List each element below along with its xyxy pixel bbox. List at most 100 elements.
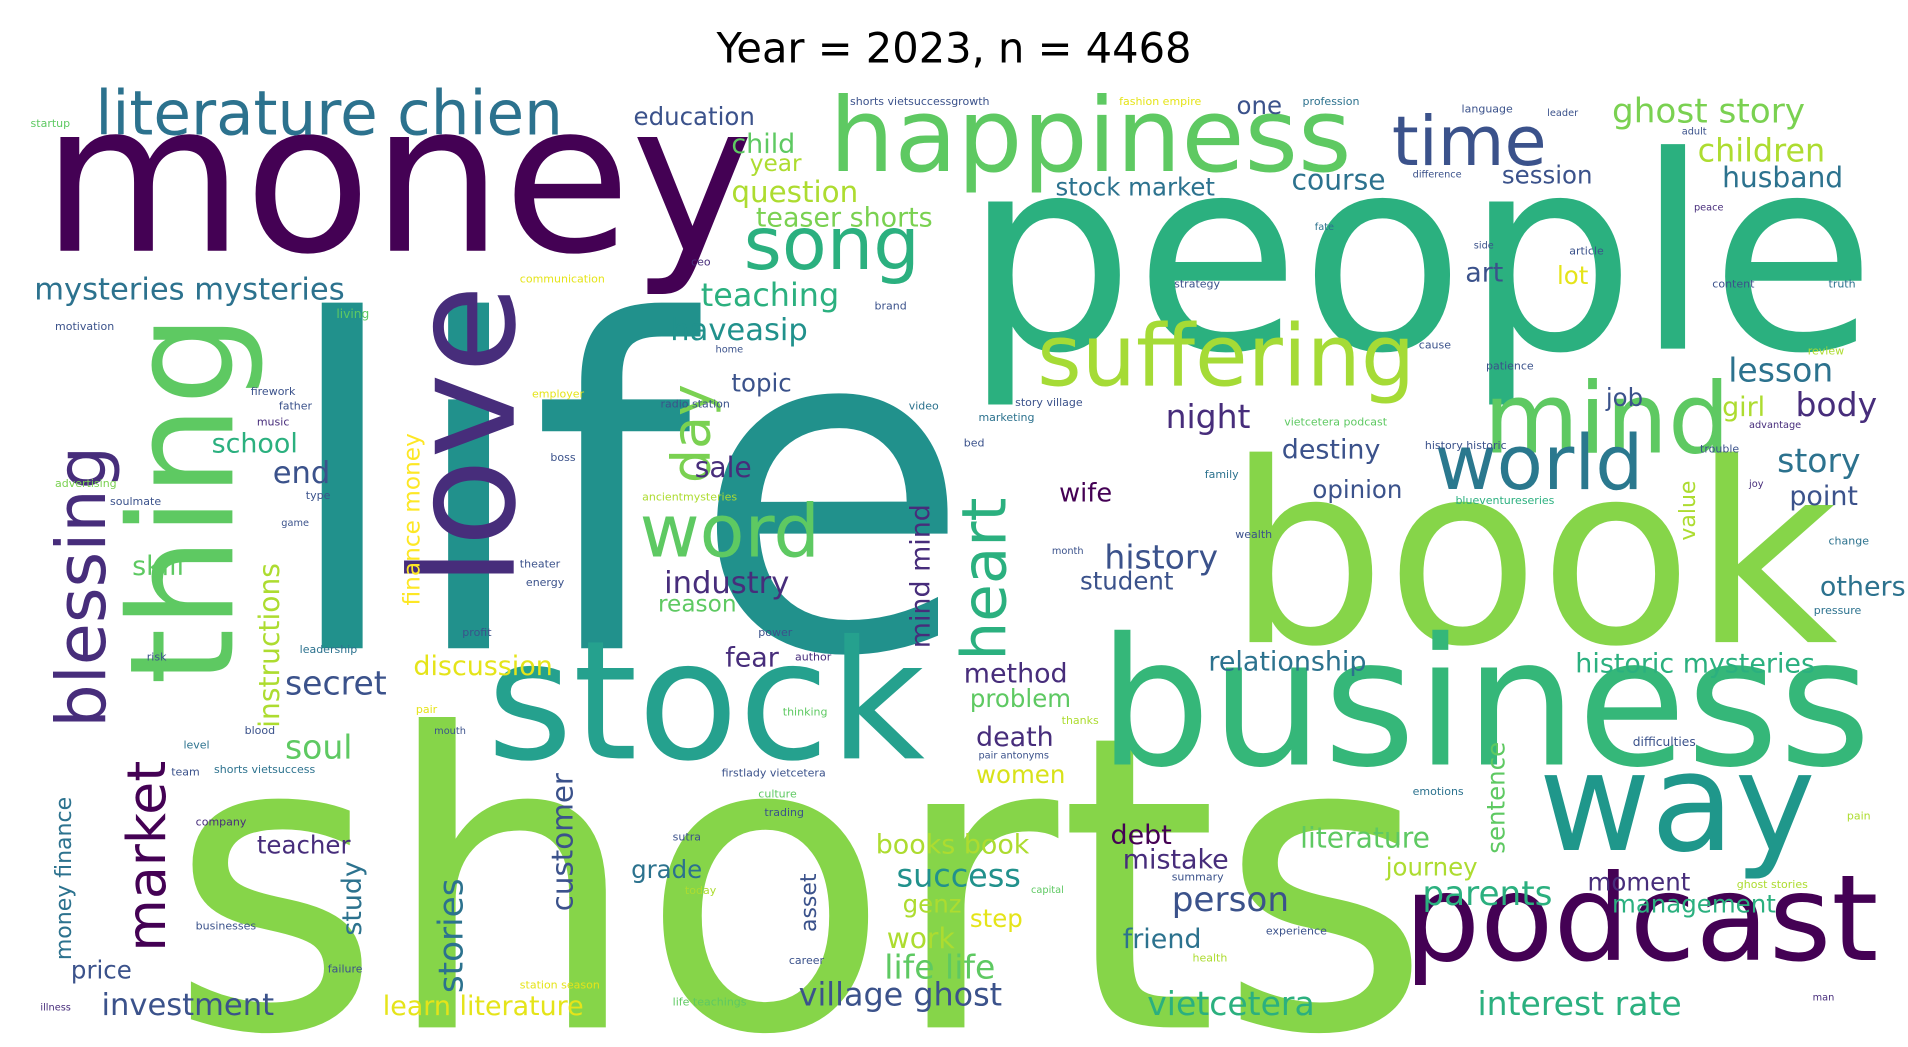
word: trouble bbox=[1700, 443, 1739, 456]
word: people bbox=[964, 100, 1876, 413]
word: startup bbox=[31, 117, 71, 130]
word: friend bbox=[1123, 924, 1202, 955]
word: secret bbox=[285, 664, 387, 703]
word: article bbox=[1569, 244, 1604, 257]
word: health bbox=[1192, 951, 1227, 964]
word: mind bbox=[1484, 363, 1731, 477]
word: customer bbox=[545, 772, 579, 911]
word: summary bbox=[1172, 871, 1224, 884]
word: learn literature bbox=[383, 991, 584, 1022]
word: shorts vietsuccessgrowth bbox=[850, 95, 989, 108]
word: ceo bbox=[691, 255, 711, 268]
word: game bbox=[281, 518, 309, 529]
word: language bbox=[1462, 103, 1513, 116]
word: teaser shorts bbox=[756, 202, 933, 233]
word: success bbox=[897, 858, 1021, 895]
word: month bbox=[1052, 546, 1084, 557]
word: industry bbox=[664, 566, 789, 601]
word: cause bbox=[1419, 339, 1451, 352]
word: energy bbox=[526, 576, 565, 589]
word: finance money bbox=[399, 433, 426, 606]
word: vietcetera bbox=[1147, 984, 1315, 1023]
word: person bbox=[1172, 880, 1289, 920]
word: point bbox=[1789, 481, 1858, 512]
word: vietcetera podcast bbox=[1284, 416, 1388, 429]
word: mouth bbox=[434, 726, 466, 737]
word: literature chien bbox=[95, 79, 562, 150]
word: experience bbox=[1266, 924, 1327, 937]
word: destiny bbox=[1282, 435, 1381, 466]
word: body bbox=[1795, 385, 1877, 424]
word: investment bbox=[102, 988, 275, 1023]
word: joy bbox=[1748, 479, 1764, 490]
word: teaching bbox=[701, 277, 839, 314]
word: year bbox=[750, 150, 802, 177]
word: wealth bbox=[1235, 528, 1272, 541]
word: death bbox=[976, 722, 1054, 753]
word: skill bbox=[132, 551, 184, 582]
word: girl bbox=[1722, 392, 1765, 423]
word: leadership bbox=[300, 643, 358, 656]
word: stock market bbox=[1056, 173, 1215, 202]
word: man bbox=[1813, 993, 1835, 1004]
word: review bbox=[1808, 345, 1844, 358]
word: problem bbox=[970, 684, 1071, 713]
word: discussion bbox=[413, 651, 552, 682]
word: mysteries mysteries bbox=[34, 273, 344, 308]
word: interest rate bbox=[1477, 984, 1681, 1023]
word: student bbox=[1080, 567, 1173, 596]
word: one bbox=[1237, 91, 1283, 120]
word: study bbox=[337, 861, 368, 936]
word: power bbox=[758, 626, 792, 639]
word: value bbox=[1676, 481, 1701, 541]
word: stock bbox=[487, 605, 926, 797]
word: company bbox=[196, 816, 247, 829]
word: trading bbox=[764, 806, 804, 819]
word: pressure bbox=[1814, 604, 1862, 617]
word: author bbox=[795, 650, 832, 663]
word: station season bbox=[520, 978, 600, 991]
word: way bbox=[1539, 724, 1816, 883]
word: communication bbox=[520, 273, 605, 286]
word: mind mind bbox=[906, 504, 937, 648]
word: moment bbox=[1588, 867, 1691, 896]
word: opinion bbox=[1312, 475, 1402, 504]
word: world bbox=[1435, 419, 1644, 507]
word: podcast bbox=[1404, 850, 1878, 989]
word: historic mysteries bbox=[1575, 649, 1815, 680]
word: team bbox=[171, 765, 200, 778]
word: teacher bbox=[257, 831, 352, 860]
word: living bbox=[336, 307, 369, 321]
word: thing bbox=[99, 314, 267, 685]
word: fate bbox=[1315, 222, 1334, 233]
word: life bbox=[279, 227, 972, 756]
word: asset bbox=[797, 873, 822, 932]
word: risk bbox=[147, 650, 167, 663]
word: haveasip bbox=[670, 313, 808, 348]
word: history historic bbox=[1425, 439, 1507, 452]
word: difference bbox=[1413, 169, 1462, 180]
word: course bbox=[1292, 164, 1386, 197]
word: reason bbox=[658, 591, 737, 618]
word: story village bbox=[1015, 396, 1083, 409]
word: instructions bbox=[253, 563, 286, 728]
word: books book bbox=[876, 830, 1030, 861]
word: patience bbox=[1486, 359, 1534, 372]
word: book bbox=[1227, 410, 1838, 702]
word: children bbox=[1698, 132, 1826, 169]
word: relationship bbox=[1208, 646, 1366, 677]
word: day bbox=[659, 384, 722, 483]
word: ancientmysteries bbox=[642, 490, 737, 503]
word: home bbox=[716, 344, 744, 355]
word: genz bbox=[903, 889, 962, 918]
word: question bbox=[731, 175, 858, 209]
word: marketing bbox=[978, 411, 1034, 424]
word: leader bbox=[1547, 108, 1579, 119]
word: education bbox=[634, 102, 755, 131]
word: change bbox=[1828, 534, 1869, 547]
word: word bbox=[640, 490, 820, 575]
word: bed bbox=[964, 436, 985, 449]
word: father bbox=[279, 400, 313, 413]
